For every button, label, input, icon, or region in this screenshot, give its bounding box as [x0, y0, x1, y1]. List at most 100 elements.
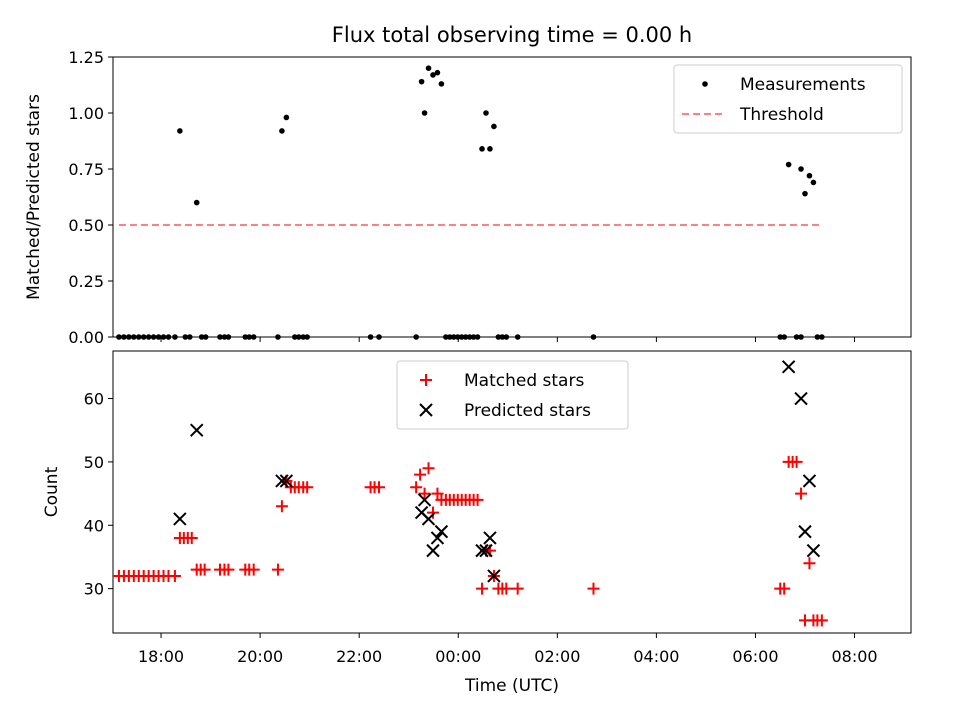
count-y-tick-label: 40	[84, 516, 104, 535]
measurements-point	[491, 123, 497, 130]
measurements-point	[438, 81, 445, 87]
ratio-legend: Measurements Threshold	[673, 64, 903, 134]
predicted-stars-point	[794, 391, 808, 406]
ratio-y-tick-label: 0.50	[68, 216, 104, 235]
predicted-stars-point	[190, 423, 204, 437]
matched-stars-point	[790, 455, 803, 468]
measurements-point	[155, 334, 162, 340]
ratio-x-ticks	[160, 337, 856, 342]
measurements-point	[367, 334, 374, 340]
ratio-y-ticks: 0.00 0.25 0.50 0.75 1.00 1.25	[68, 48, 113, 347]
x-tick-label: 00:00	[435, 647, 481, 666]
measurements-point	[425, 65, 432, 71]
count-panel: Count 30 40 50 60 18:00 20:00 22:00 00:00 02:00…	[42, 350, 912, 666]
matched-stars-point	[301, 481, 314, 494]
count-y-tick-label: 30	[84, 580, 104, 599]
matched-stars-point	[198, 563, 211, 576]
measurements-point	[160, 334, 167, 340]
count-x-ticks: 18:00 20:00 22:00 00:00 02:00 04:00 06:00 08:00	[138, 633, 878, 666]
measurements-point	[781, 334, 787, 340]
measurements-point	[499, 334, 506, 340]
matched-stars-point	[471, 493, 484, 506]
ratio-series-layer	[116, 65, 825, 340]
measurements-point	[217, 334, 223, 340]
measurements-point	[250, 334, 257, 340]
measurements-point	[814, 334, 821, 340]
x-tick-label: 18:00	[138, 647, 184, 666]
measurements-point	[802, 190, 808, 197]
measurements-point	[121, 334, 127, 340]
predicted-stars-point	[479, 543, 493, 558]
measurements-point	[131, 334, 137, 340]
matched-stars-point	[426, 506, 439, 519]
matched-stars-point	[247, 563, 260, 576]
matched-stars-point	[815, 614, 828, 627]
measurements-point	[483, 110, 489, 116]
measurements-point	[819, 334, 825, 340]
count-y-tick-label: 50	[84, 453, 104, 472]
ratio-y-tick-label: 1.00	[68, 104, 104, 123]
measurements-point	[418, 78, 425, 85]
measurements-point	[172, 334, 178, 340]
measurements-point	[177, 128, 183, 134]
ratio-panel: Matched/Predicted stars 0.00 0.25 0.50 0.75…	[24, 48, 912, 347]
measurements-point	[806, 172, 813, 179]
predicted-stars-point	[275, 474, 289, 488]
measurements-point	[376, 334, 382, 340]
measurements-point	[140, 334, 147, 340]
measurements-point	[777, 334, 784, 340]
measurements-point	[785, 161, 792, 168]
x-tick-label: 22:00	[336, 647, 382, 666]
measurements-point	[186, 334, 193, 340]
measurements-point	[279, 128, 285, 134]
matched-stars-point	[795, 487, 808, 500]
measurements-point	[443, 334, 449, 340]
measurements-point	[810, 179, 817, 186]
predicted-stars-point	[426, 543, 440, 558]
legend-matched-marker	[420, 374, 432, 386]
measurements-point	[487, 146, 493, 152]
matched-stars-point	[803, 557, 816, 570]
measurements-point	[495, 334, 502, 340]
predicted-stars-point	[430, 531, 445, 545]
matched-stars-point	[778, 582, 791, 595]
measurements-point	[193, 199, 200, 206]
measurements-point	[295, 334, 302, 340]
measurements-point	[447, 334, 453, 340]
measurements-point	[430, 72, 436, 78]
matched-stars-point	[271, 563, 284, 576]
predicted-stars-point	[421, 512, 436, 526]
measurements-point	[304, 334, 310, 340]
measurements-point	[246, 334, 253, 340]
ratio-legend-box	[673, 64, 903, 134]
predicted-stars-point	[173, 512, 187, 526]
legend-threshold-label: Threshold	[739, 105, 824, 125]
measurements-point	[198, 334, 205, 340]
measurements-point	[798, 334, 804, 340]
ratio-y-tick-label: 1.25	[68, 48, 104, 67]
ratio-y-tick-label: 0.75	[68, 160, 104, 179]
measurements-point	[466, 334, 473, 340]
measurements-point	[479, 146, 485, 152]
measurements-point	[165, 334, 172, 340]
measurements-point	[150, 334, 157, 340]
matched-stars-point	[168, 569, 181, 582]
count-plot-area	[112, 350, 912, 634]
legend-predicted-marker	[419, 403, 433, 417]
matched-stars-point	[587, 582, 600, 595]
matched-stars-point	[414, 468, 427, 481]
measurements-point	[300, 334, 307, 340]
matched-stars-point	[418, 487, 431, 500]
x-tick-label: 08:00	[831, 647, 877, 666]
x-axis-title: Time (UTC)	[464, 676, 559, 696]
measurements-point	[458, 334, 465, 340]
measurements-point	[474, 334, 481, 340]
predicted-stars-point	[802, 474, 817, 488]
measurements-point	[126, 334, 132, 340]
predicted-stars-point	[487, 569, 501, 583]
measurements-point	[590, 334, 597, 340]
x-tick-label: 04:00	[633, 647, 679, 666]
measurements-point	[413, 334, 419, 340]
measurements-point	[182, 334, 189, 340]
